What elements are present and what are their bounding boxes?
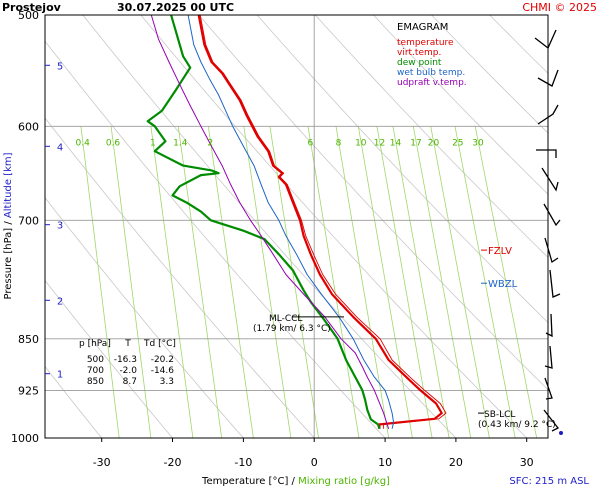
mixing-ratio-label: 0.6 (106, 138, 121, 148)
table-cell: 500 (87, 355, 104, 365)
table-cell: 700 (87, 366, 104, 376)
copyright-label: CHMI © 2025 (522, 1, 597, 14)
sounding-table: p [hPa] T Td [°C] 500 -16.3 -20.2 700 -2.0 -14.6… (79, 339, 176, 387)
level-annotation-label: ML-CCL (269, 314, 302, 324)
mixing-ratio-label: 20 (428, 138, 440, 148)
mixing-ratio-label: 30 (472, 138, 484, 148)
station-title: Prostejov (2, 1, 62, 14)
legend-entry: virt.temp. (397, 48, 441, 58)
table-header-cell: T (124, 339, 131, 349)
pressure-tick-label: 1000 (11, 432, 39, 445)
table-cell: 3.3 (160, 377, 174, 387)
temperature-tick-label: 20 (449, 456, 463, 469)
temperature-tick-label: 30 (520, 456, 534, 469)
altitude-tick-label: 4 (57, 142, 63, 153)
temperature-tick-label: 0 (311, 456, 318, 469)
pressure-tick-label: 700 (18, 214, 39, 227)
chart-title: EMAGRAM (397, 22, 448, 33)
table-cell: 850 (87, 377, 104, 387)
legend-entry: dew point (397, 58, 442, 68)
mixing-ratio-label: 14 (390, 138, 402, 148)
pressure-tick-label: 850 (18, 333, 39, 346)
mixing-ratio-label: 17 (410, 138, 421, 148)
legend-entry: temperature (397, 38, 454, 48)
mixing-ratio-label: 2 (208, 138, 214, 148)
temperature-tick-label: -30 (93, 456, 111, 469)
x-axis-title: Temperature [°C] / Mixing ratio [g/kg] (201, 476, 390, 487)
mixing-ratio-label: 25 (452, 138, 463, 148)
mixing-ratio-label: 1 (150, 138, 156, 148)
surface-wind-dot (559, 431, 563, 435)
table-cell: -20.2 (151, 355, 174, 365)
run-datetime: 30.07.2025 00 UTC (117, 1, 234, 14)
altitude-tick-label: 3 (57, 221, 63, 232)
altitude-tick-label: 1 (57, 370, 63, 381)
y-axis-title: Pressure [hPa] / Altitude [km] (3, 152, 14, 299)
mixing-ratio-label: 8 (336, 138, 342, 148)
table-header-cell: Td [°C] (143, 339, 176, 349)
sfc-label: SFC: 215 m ASL (509, 476, 589, 487)
legend-entry: wet bulb temp. (397, 68, 465, 78)
altitude-tick-label: 2 (57, 296, 63, 307)
table-header-cell: p [hPa] (79, 339, 111, 349)
mixing-ratio-label: 12 (374, 138, 385, 148)
level-annotation-label: WBZL (488, 279, 518, 290)
temperature-tick-label: -20 (164, 456, 182, 469)
table-cell: 8.7 (123, 377, 137, 387)
temperature-tick-label: -10 (234, 456, 252, 469)
level-annotation-sublabel: (1.79 km/ 6.3 °C) (253, 324, 331, 334)
level-annotation-label: FZLV (488, 246, 512, 257)
level-annotation-label: SB-LCL (484, 410, 515, 420)
mixing-ratio-label: 1.4 (173, 138, 188, 148)
legend-entry: udpraft v.temp. (397, 78, 467, 88)
mixing-ratio-label: 0.4 (76, 138, 91, 148)
level-annotation-sublabel: (0.43 km/ 9.2 °C) (478, 420, 556, 430)
pressure-tick-label: 600 (18, 120, 39, 133)
table-cell: -16.3 (114, 355, 137, 365)
altitude-tick-label: 5 (57, 61, 63, 72)
temperature-tick-label: 10 (378, 456, 392, 469)
pressure-tick-label: 925 (18, 384, 39, 397)
mixing-ratio-label: 10 (355, 138, 367, 148)
mixing-ratio-label: 6 (308, 138, 314, 148)
table-cell: -2.0 (119, 366, 137, 376)
table-cell: -14.6 (151, 366, 175, 376)
